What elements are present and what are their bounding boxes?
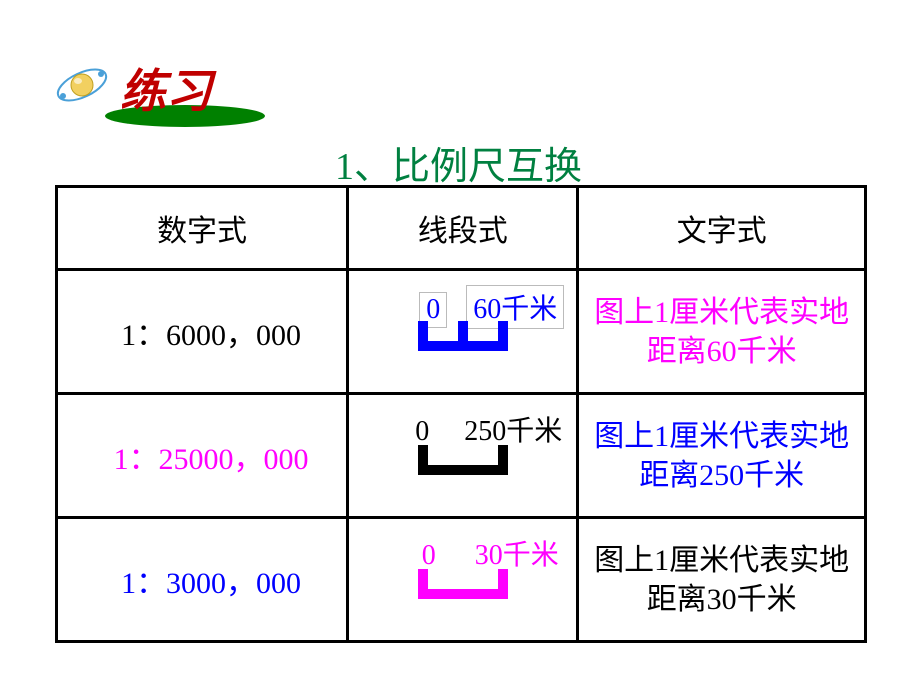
header-text: 文字式 (578, 187, 866, 270)
segment-labels: 0 30千米 (349, 533, 576, 573)
segment-start-label: 0 (415, 416, 429, 448)
globe-icon (55, 58, 125, 128)
segment-scale-cell: 0 30千米 (348, 518, 578, 642)
segment-bar (418, 569, 508, 599)
segment-end-label: 30千米 (475, 533, 559, 573)
section-title: 1、比例尺互换 (335, 135, 582, 190)
table-header-row: 数字式 线段式 文字式 (57, 187, 866, 270)
scale-conversion-table: 数字式 线段式 文字式 1：6000，000 0 60千米 图上1厘米代表实地距… (55, 185, 867, 643)
text-scale-cell: 图上1厘米代表实地距离30千米 (578, 518, 866, 642)
header-numeric: 数字式 (57, 187, 348, 270)
table-row: 1：3000，000 0 30千米 图上1厘米代表实地距离30千米 (57, 518, 866, 642)
segment-scale-cell: 0 60千米 (348, 270, 578, 394)
text-scale-cell: 图上1厘米代表实地距离60千米 (578, 270, 866, 394)
segment-bar (418, 445, 508, 475)
table-row: 1：25000，000 0 250千米 图上1厘米代表实地距离250千米 (57, 394, 866, 518)
segment-end-label: 250千米 (464, 409, 562, 449)
exercise-title: 练习 (120, 55, 212, 121)
header-segment: 线段式 (348, 187, 578, 270)
segment-labels: 0 250千米 (349, 409, 576, 449)
numeric-scale-cell: 1：6000，000 (57, 270, 348, 394)
segment-scale-cell: 0 250千米 (348, 394, 578, 518)
segment-start-label: 0 (422, 540, 436, 572)
segment-base (418, 589, 508, 599)
segment-base (418, 465, 508, 475)
numeric-scale-cell: 1：25000，000 (57, 394, 348, 518)
table-row: 1：6000，000 0 60千米 图上1厘米代表实地距离60千米 (57, 270, 866, 394)
text-scale-cell: 图上1厘米代表实地距离250千米 (578, 394, 866, 518)
segment-base (418, 341, 508, 351)
numeric-scale-cell: 1：3000，000 (57, 518, 348, 642)
segment-bar (418, 321, 508, 351)
